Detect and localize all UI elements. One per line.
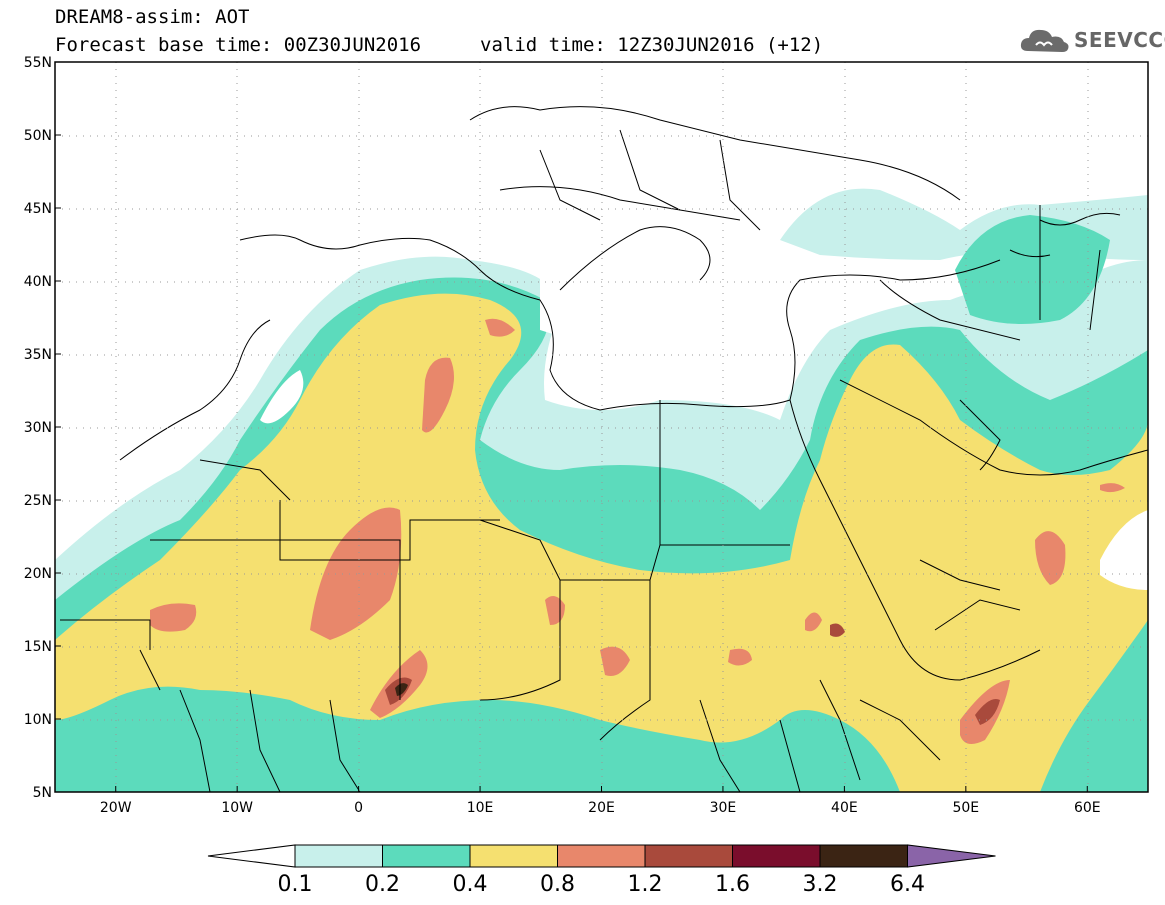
colorbar-segment xyxy=(732,844,821,868)
colorbar-low-arrow xyxy=(207,844,296,868)
seevccc-logo: SEEVCCC xyxy=(1018,25,1165,57)
lat-tick-label: 25N xyxy=(24,493,52,509)
colorbar: 0.1 0.2 0.4 0.8 1.2 1.6 3.2 6.4 xyxy=(207,844,996,897)
base-time-label: Forecast base time: 00Z30JUN2016 xyxy=(55,34,422,56)
colorbar-high-arrow xyxy=(907,844,996,868)
lat-tick-label: 15N xyxy=(24,639,52,655)
colorbar-segment xyxy=(819,844,908,868)
lat-tick-label: 45N xyxy=(24,201,52,217)
cloud-icon xyxy=(1020,29,1069,52)
lon-tick-label: 30E xyxy=(710,800,737,816)
lon-tick-label: 60E xyxy=(1074,800,1101,816)
lon-tick-label: 20W xyxy=(100,800,132,816)
lat-tick-label: 35N xyxy=(24,347,52,363)
lat-tick-label: 5N xyxy=(33,785,52,801)
colorbar-segment xyxy=(382,844,471,868)
lon-tick-label: 10W xyxy=(221,800,253,816)
longitude-axis: 20W 10W 0 10E 20E 30E 40E 50E 60E xyxy=(100,786,1101,816)
lat-tick-label: 10N xyxy=(24,712,52,728)
lat-tick-label: 30N xyxy=(24,420,52,436)
colorbar-segment xyxy=(294,844,383,868)
colorbar-label: 3.2 xyxy=(803,872,838,897)
colorbar-label: 1.6 xyxy=(715,872,750,897)
grid-lines xyxy=(55,62,1148,792)
valid-time-label: valid time: 12Z30JUN2016 (+12) xyxy=(480,34,824,56)
colorbar-label: 0.4 xyxy=(453,872,488,897)
colorbar-segment xyxy=(557,844,646,868)
colorbar-label: 6.4 xyxy=(890,872,925,897)
logo-text: SEEVCCC xyxy=(1074,28,1165,52)
colorbar-segment xyxy=(644,844,733,868)
lat-tick-label: 20N xyxy=(24,566,52,582)
lon-tick-label: 20E xyxy=(588,800,615,816)
colorbar-label: 1.2 xyxy=(628,872,663,897)
lon-tick-label: 50E xyxy=(952,800,979,816)
lon-tick-label: 40E xyxy=(831,800,858,816)
latitude-axis: 55N 50N 45N 40N 35N 30N 25N 20N 15N 10N 5N xyxy=(24,55,61,801)
colorbar-label: 0.2 xyxy=(365,872,400,897)
colorbar-segment xyxy=(469,844,558,868)
lon-tick-label: 0 xyxy=(354,800,363,816)
lon-tick-label: 10E xyxy=(467,800,494,816)
lat-tick-label: 55N xyxy=(24,55,52,71)
colorbar-label: 0.8 xyxy=(540,872,575,897)
lat-tick-label: 50N xyxy=(24,128,52,144)
aot-field xyxy=(55,62,1148,792)
colorbar-label: 0.1 xyxy=(278,872,313,897)
lat-tick-label: 40N xyxy=(24,274,52,290)
map-title: DREAM8-assim: AOT xyxy=(55,6,250,28)
